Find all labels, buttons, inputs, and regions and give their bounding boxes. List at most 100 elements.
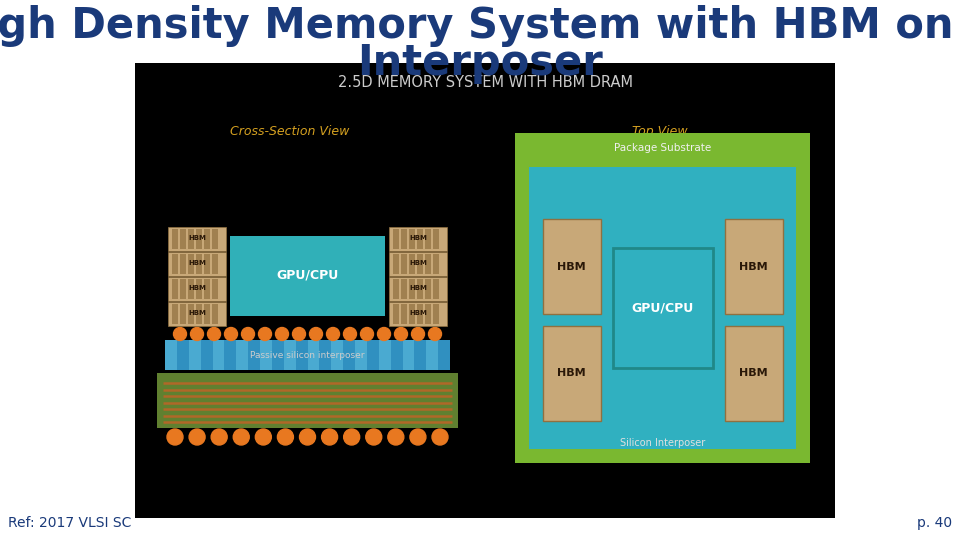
- Bar: [417, 279, 422, 299]
- Bar: [393, 228, 398, 248]
- Bar: [168, 277, 226, 300]
- Bar: [409, 253, 415, 273]
- Circle shape: [410, 429, 426, 445]
- Bar: [425, 253, 430, 273]
- Bar: [401, 279, 406, 299]
- Bar: [180, 253, 185, 273]
- Bar: [135, 63, 835, 518]
- Bar: [425, 303, 430, 323]
- Text: HBM: HBM: [739, 368, 768, 379]
- Text: HBM: HBM: [409, 235, 427, 241]
- Bar: [188, 279, 194, 299]
- Bar: [389, 302, 447, 326]
- Text: HBM: HBM: [409, 260, 427, 266]
- Text: HBM: HBM: [557, 368, 586, 379]
- Bar: [212, 279, 218, 299]
- Bar: [204, 279, 209, 299]
- Circle shape: [242, 327, 254, 341]
- Bar: [212, 303, 218, 323]
- Bar: [188, 228, 194, 248]
- Bar: [425, 228, 430, 248]
- Bar: [425, 279, 430, 299]
- Bar: [189, 340, 201, 370]
- Bar: [168, 302, 226, 326]
- Bar: [426, 340, 438, 370]
- Bar: [180, 303, 185, 323]
- Bar: [389, 252, 447, 275]
- Circle shape: [361, 327, 373, 341]
- Bar: [230, 235, 385, 315]
- Circle shape: [189, 429, 205, 445]
- Text: HBM: HBM: [409, 285, 427, 291]
- Bar: [401, 228, 406, 248]
- Bar: [212, 253, 218, 273]
- Bar: [389, 227, 447, 251]
- Bar: [212, 340, 225, 370]
- Bar: [188, 253, 194, 273]
- Bar: [196, 303, 202, 323]
- Text: p. 40: p. 40: [917, 516, 952, 530]
- Circle shape: [344, 429, 360, 445]
- Circle shape: [211, 429, 228, 445]
- Text: HBM: HBM: [188, 260, 206, 266]
- Text: GPU/CPU: GPU/CPU: [632, 301, 694, 314]
- Bar: [355, 340, 367, 370]
- Circle shape: [293, 327, 305, 341]
- Text: Interposer: Interposer: [357, 42, 603, 84]
- Circle shape: [395, 327, 407, 341]
- Circle shape: [388, 429, 404, 445]
- Bar: [196, 253, 202, 273]
- Bar: [393, 279, 398, 299]
- Bar: [393, 303, 398, 323]
- Text: Ref: 2017 VLSI SC: Ref: 2017 VLSI SC: [8, 516, 132, 530]
- Bar: [401, 303, 406, 323]
- Bar: [725, 326, 782, 421]
- Bar: [542, 219, 601, 314]
- Text: HBM: HBM: [188, 285, 206, 291]
- Bar: [402, 340, 415, 370]
- Bar: [172, 253, 178, 273]
- Bar: [168, 252, 226, 275]
- Bar: [180, 279, 185, 299]
- Circle shape: [190, 327, 204, 341]
- Text: Silicon Interposer: Silicon Interposer: [620, 438, 706, 448]
- Bar: [417, 303, 422, 323]
- Circle shape: [366, 429, 382, 445]
- Text: Passive silicon interposer: Passive silicon interposer: [251, 350, 365, 360]
- Circle shape: [276, 327, 289, 341]
- Bar: [204, 228, 209, 248]
- Bar: [393, 253, 398, 273]
- Bar: [307, 340, 320, 370]
- Bar: [260, 340, 272, 370]
- Bar: [409, 228, 415, 248]
- Bar: [433, 253, 439, 273]
- Circle shape: [225, 327, 237, 341]
- Bar: [236, 340, 248, 370]
- Bar: [168, 227, 226, 251]
- Circle shape: [412, 327, 424, 341]
- Bar: [331, 340, 343, 370]
- Bar: [417, 253, 422, 273]
- Circle shape: [233, 429, 250, 445]
- Text: HBM: HBM: [409, 310, 427, 316]
- Bar: [542, 326, 601, 421]
- Bar: [409, 279, 415, 299]
- Bar: [165, 340, 450, 370]
- Text: Cross-Section View: Cross-Section View: [230, 125, 349, 138]
- Circle shape: [344, 327, 356, 341]
- Bar: [172, 303, 178, 323]
- Text: Top View: Top View: [633, 125, 687, 138]
- Circle shape: [277, 429, 294, 445]
- Bar: [188, 303, 194, 323]
- Bar: [529, 167, 796, 449]
- Circle shape: [322, 429, 338, 445]
- Bar: [433, 228, 439, 248]
- Text: HBM: HBM: [188, 235, 206, 241]
- Circle shape: [309, 327, 323, 341]
- Text: HBM: HBM: [739, 261, 768, 272]
- Circle shape: [167, 429, 183, 445]
- Circle shape: [174, 327, 186, 341]
- Circle shape: [258, 327, 272, 341]
- Bar: [204, 253, 209, 273]
- Circle shape: [255, 429, 272, 445]
